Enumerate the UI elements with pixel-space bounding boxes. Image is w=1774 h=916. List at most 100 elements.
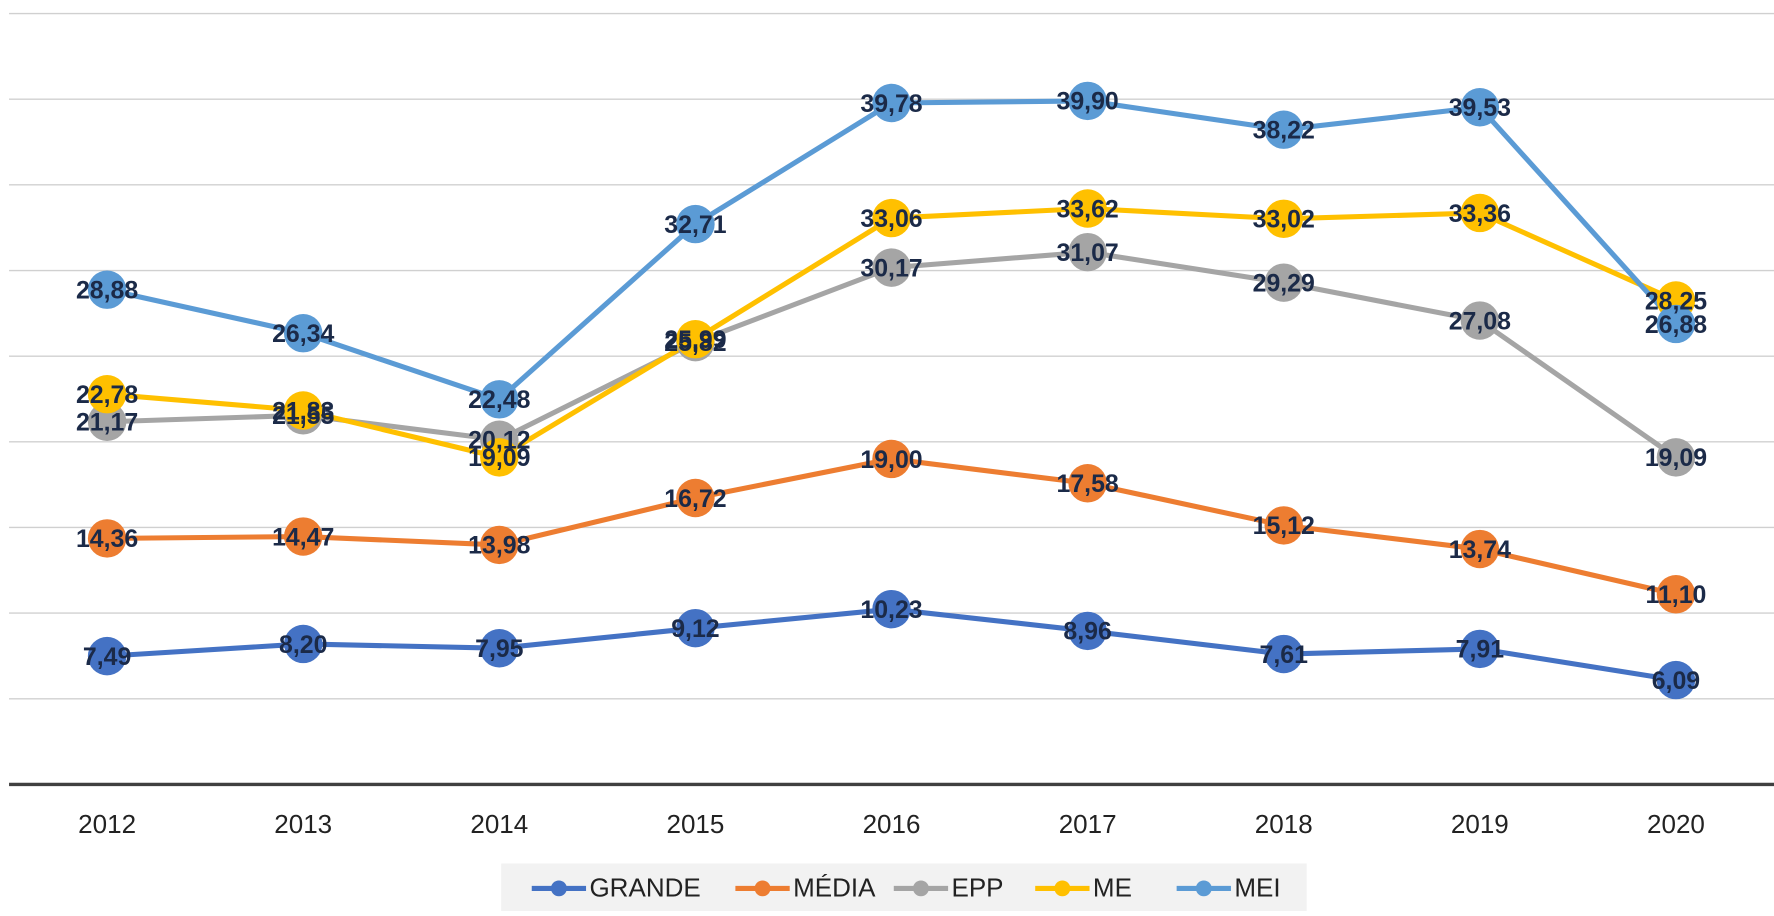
- legend-label: EPP: [951, 872, 1003, 902]
- marker: [1264, 506, 1303, 545]
- marker: [283, 517, 323, 556]
- series-line: [106, 205, 1677, 460]
- legend-marker: [1054, 880, 1071, 897]
- data-label: 25,99: [664, 326, 726, 354]
- marker: [1460, 529, 1500, 569]
- marker: [872, 198, 911, 238]
- data-label: 10,23: [860, 596, 922, 624]
- data-label: 33,62: [1057, 195, 1119, 223]
- marker: [1264, 110, 1303, 149]
- marker: [1068, 611, 1107, 651]
- x-tick-label: 2018: [1255, 809, 1313, 839]
- data-label: 25,82: [664, 329, 726, 357]
- data-label: 26,34: [272, 320, 334, 348]
- data-label: 13,74: [1449, 536, 1511, 564]
- data-label: 7,61: [1260, 641, 1309, 669]
- data-label: 15,12: [1253, 512, 1315, 540]
- data-label: 8,20: [279, 631, 327, 659]
- marker: [872, 589, 911, 629]
- data-label: 6,09: [1652, 667, 1700, 695]
- marker: [676, 319, 715, 359]
- marker: [1264, 199, 1303, 238]
- x-tick-label: 2016: [863, 809, 921, 839]
- data-label: 14,36: [76, 525, 138, 553]
- marker: [283, 624, 323, 664]
- marker: [1656, 660, 1696, 700]
- data-label: 19,09: [468, 444, 530, 472]
- marker: [1656, 575, 1696, 614]
- x-tick-label: 2012: [78, 809, 136, 839]
- data-label: 33,02: [1253, 206, 1315, 234]
- data-label: 17,58: [1057, 470, 1119, 498]
- data-label: 21,17: [76, 409, 138, 437]
- marker: [480, 525, 519, 565]
- marker: [1264, 634, 1303, 674]
- data-label: 39,78: [860, 90, 922, 118]
- data-label: 22,78: [76, 381, 138, 409]
- marker: [1264, 263, 1303, 302]
- marker: [283, 313, 323, 353]
- data-label: 33,36: [1449, 200, 1511, 228]
- data-label: 29,29: [1253, 270, 1315, 298]
- x-tick-label: 2013: [274, 809, 332, 839]
- data-label: 9,12: [671, 615, 719, 643]
- marker: [1460, 629, 1500, 669]
- data-label: 13,98: [468, 532, 530, 560]
- marker: [1068, 232, 1107, 272]
- legend-label: ME: [1093, 872, 1132, 902]
- marker: [87, 636, 127, 676]
- x-tick-label: 2015: [666, 809, 724, 839]
- data-label: 21,55: [272, 402, 334, 430]
- data-label: 19,00: [860, 446, 922, 474]
- legend-marker: [913, 880, 929, 897]
- marker: [87, 270, 127, 309]
- marker: [676, 478, 715, 518]
- legend-marker: [754, 880, 771, 897]
- marker: [676, 204, 715, 244]
- data-label: 33,06: [860, 205, 922, 233]
- legend-marker: [550, 880, 567, 897]
- x-tick-label: 2020: [1647, 809, 1705, 839]
- data-label: 26,88: [1645, 311, 1707, 339]
- legend-marker: [1195, 880, 1212, 897]
- x-tick-label: 2017: [1059, 809, 1117, 839]
- marker: [1068, 189, 1107, 228]
- marker: [87, 374, 127, 414]
- data-label: 16,72: [664, 485, 726, 513]
- x-tick-label: 2019: [1451, 809, 1509, 839]
- legend-label: GRANDE: [589, 872, 700, 902]
- marker: [872, 83, 911, 123]
- marker: [480, 629, 519, 668]
- marker: [1068, 81, 1107, 121]
- marker: [1656, 438, 1696, 477]
- legend-label: MEI: [1234, 872, 1280, 902]
- data-label: 27,08: [1449, 307, 1511, 335]
- marker: [480, 380, 519, 419]
- marker: [1460, 88, 1500, 127]
- data-label: 28,88: [76, 277, 138, 305]
- data-label: 7,95: [475, 635, 524, 663]
- data-label: 38,22: [1253, 117, 1315, 145]
- data-label: 32,71: [664, 211, 726, 239]
- data-label: 7,91: [1456, 636, 1505, 664]
- marker: [1460, 301, 1500, 340]
- marker: [676, 608, 715, 648]
- data-label: 7,49: [83, 643, 131, 671]
- legend-label: MÉDIA: [793, 872, 876, 902]
- x-tick-label: 2014: [470, 809, 528, 839]
- data-label: 21,83: [272, 397, 334, 425]
- marker: [1656, 304, 1696, 344]
- data-label: 14,47: [272, 523, 334, 551]
- marker: [480, 438, 519, 477]
- data-label: 30,17: [860, 254, 922, 282]
- marker: [1068, 464, 1107, 503]
- data-label: 11,10: [1646, 581, 1707, 609]
- marker: [1460, 193, 1500, 233]
- data-label: 20,12: [468, 427, 530, 455]
- data-label: 39,53: [1449, 94, 1511, 122]
- data-label: 28,25: [1645, 287, 1707, 315]
- marker: [872, 248, 911, 287]
- series-line: [107, 456, 1677, 597]
- marker: [872, 439, 911, 479]
- marker: [87, 519, 127, 558]
